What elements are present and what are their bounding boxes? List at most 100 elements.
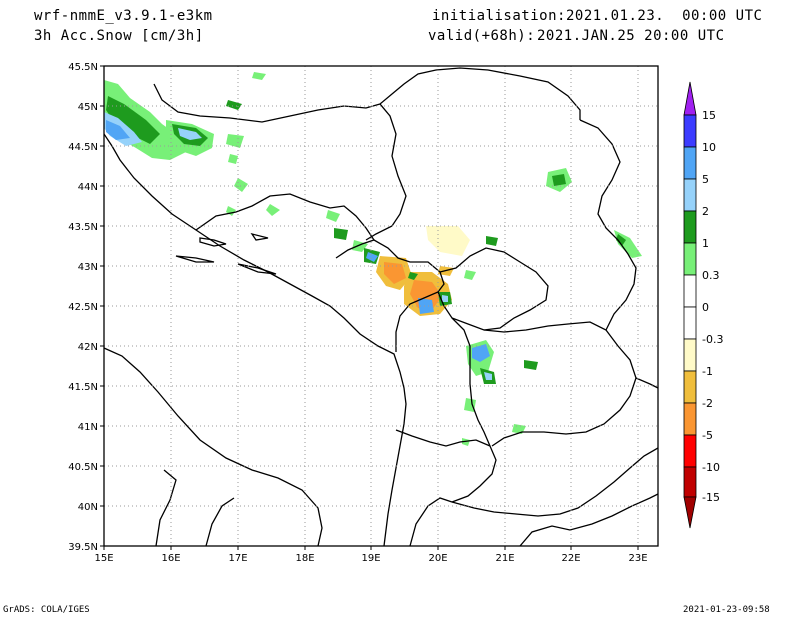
border-croatia-bosnia — [153, 83, 381, 123]
colorbar-label: -0.3 — [702, 333, 723, 346]
colorbar-bottom-triangle — [683, 496, 697, 529]
border-montenegro — [335, 239, 445, 352]
lon-tick-label: 17E — [228, 553, 247, 564]
colorbar-swatch — [683, 146, 697, 180]
colorbar-swatch — [683, 242, 697, 276]
lon-tick-label: 16E — [161, 553, 180, 564]
lat-tick-label: 44N — [78, 182, 98, 193]
colorbar-label: 10 — [702, 141, 716, 154]
field-title: 3h Acc.Snow [cm/3h] — [34, 28, 204, 44]
colorbar-top-triangle — [683, 81, 697, 116]
snow-area-pale — [426, 226, 470, 256]
snow-area-ko4 — [464, 270, 476, 280]
valid-label: valid(+68h): — [428, 28, 536, 44]
snow-area-nw2-core — [178, 128, 202, 140]
colorbar-swatch — [683, 210, 697, 244]
colorbar-swatch — [683, 370, 697, 404]
border-macedonia-east — [483, 321, 637, 447]
lat-tick-label: 43N — [78, 262, 98, 273]
colorbar — [683, 81, 697, 529]
colorbar-swatch — [683, 178, 697, 212]
lon-tick-label: 23E — [628, 553, 647, 564]
footer-credit: GrADS: COLA/IGES — [3, 605, 90, 615]
colorbar-label: 2 — [702, 205, 709, 218]
lat-tick-label: 45.5N — [68, 62, 98, 73]
lat-tick-label: 43.5N — [68, 222, 98, 233]
lat-tick-label: 40.5N — [68, 462, 98, 473]
snow-area-me4c — [366, 252, 378, 262]
colorbar-swatch — [683, 338, 697, 372]
lon-tick-label: 18E — [295, 553, 314, 564]
lon-tick-label: 15E — [94, 553, 113, 564]
coastline-italy-heel — [205, 497, 235, 546]
colorbar-labels: 15 10 5 2 1 0.3 0 -0.3 -1 -2 -5 -10 -15 — [702, 109, 723, 504]
snow-area-ko2c — [442, 295, 448, 302]
colorbar-swatch — [683, 114, 697, 148]
lat-tick-label: 40N — [78, 502, 98, 513]
lon-tick-label: 20E — [428, 553, 447, 564]
snow-area-me1 — [326, 210, 340, 222]
island-1 — [199, 237, 227, 247]
lat-tick-label: 44.5N — [68, 142, 98, 153]
snow-area-rs1b — [552, 174, 566, 186]
snow-area-n4 — [228, 154, 238, 164]
island-4 — [250, 232, 269, 241]
lat-tick-label: 42.5N — [68, 302, 98, 313]
colorbar-label: 1 — [702, 237, 709, 250]
coastline-adriatic-east — [104, 133, 407, 546]
init-value: 2021.01.23. 00:00 UTC — [566, 8, 763, 24]
snow-area-n3 — [226, 134, 244, 148]
lat-tick-label: 42N — [78, 342, 98, 353]
tick-marks — [100, 65, 639, 550]
snow-area-nw-core2 — [106, 120, 130, 140]
colorbar-label: 0.3 — [702, 269, 720, 282]
snow-area-mk6 — [462, 438, 470, 446]
colorbar-label: -2 — [702, 397, 713, 410]
lon-tick-label: 22E — [561, 553, 580, 564]
colorbar-label: 0 — [702, 301, 709, 314]
border-bosnia-south — [195, 193, 375, 241]
snow-area-n7 — [226, 206, 236, 216]
snow-area-mk2c — [484, 372, 492, 380]
snow-area-n1 — [226, 100, 242, 110]
snow-area-n5 — [234, 178, 248, 192]
snow-area-ko5 — [486, 236, 498, 246]
snow-area-ko1 — [418, 298, 434, 314]
snow-area-nw-mid — [106, 96, 160, 144]
lat-tick-label: 41N — [78, 422, 98, 433]
coastline-italy — [104, 347, 323, 546]
border-bulgaria — [635, 377, 658, 389]
snow-area-n6 — [266, 204, 280, 216]
snow-area-me2 — [334, 228, 348, 240]
snow-area-mk4 — [524, 360, 538, 370]
snow-shading — [104, 72, 642, 446]
colorbar-label: 15 — [702, 109, 716, 122]
neg-area-1b — [384, 262, 406, 284]
colorbar-swatch — [683, 466, 697, 498]
border-kosovo — [437, 247, 549, 331]
lon-tick-label: 19E — [361, 553, 380, 564]
border-bosnia-serbia — [365, 103, 407, 241]
colorbar-swatch — [683, 402, 697, 436]
lat-tick-label: 41.5N — [68, 382, 98, 393]
colorbar-label: -1 — [702, 365, 713, 378]
colorbar-label: -5 — [702, 429, 713, 442]
colorbar-label: -15 — [702, 491, 720, 504]
border-greece — [395, 429, 658, 546]
model-title: wrf-nmmE_v3.9.1-e3km — [34, 8, 213, 24]
grid-lines — [104, 66, 658, 546]
coast-greece-north — [519, 493, 658, 546]
footer-timestamp: 2021-01-23-09:58 — [683, 605, 770, 615]
lat-tick-label: 39.5N — [68, 542, 98, 553]
snow-area-rs2b — [616, 234, 626, 246]
neg-area-2b — [410, 280, 442, 310]
lon-labels: 15E 16E 17E 18E 19E 20E 21E 22E 23E — [94, 553, 647, 564]
snow-area-mk1b — [472, 344, 490, 362]
colorbar-swatch — [683, 274, 697, 308]
island-2 — [237, 263, 277, 275]
lat-tick-label: 45N — [78, 102, 98, 113]
colorbar-label: -10 — [702, 461, 720, 474]
border-serbia-east — [579, 119, 637, 331]
lon-tick-label: 21E — [495, 553, 514, 564]
